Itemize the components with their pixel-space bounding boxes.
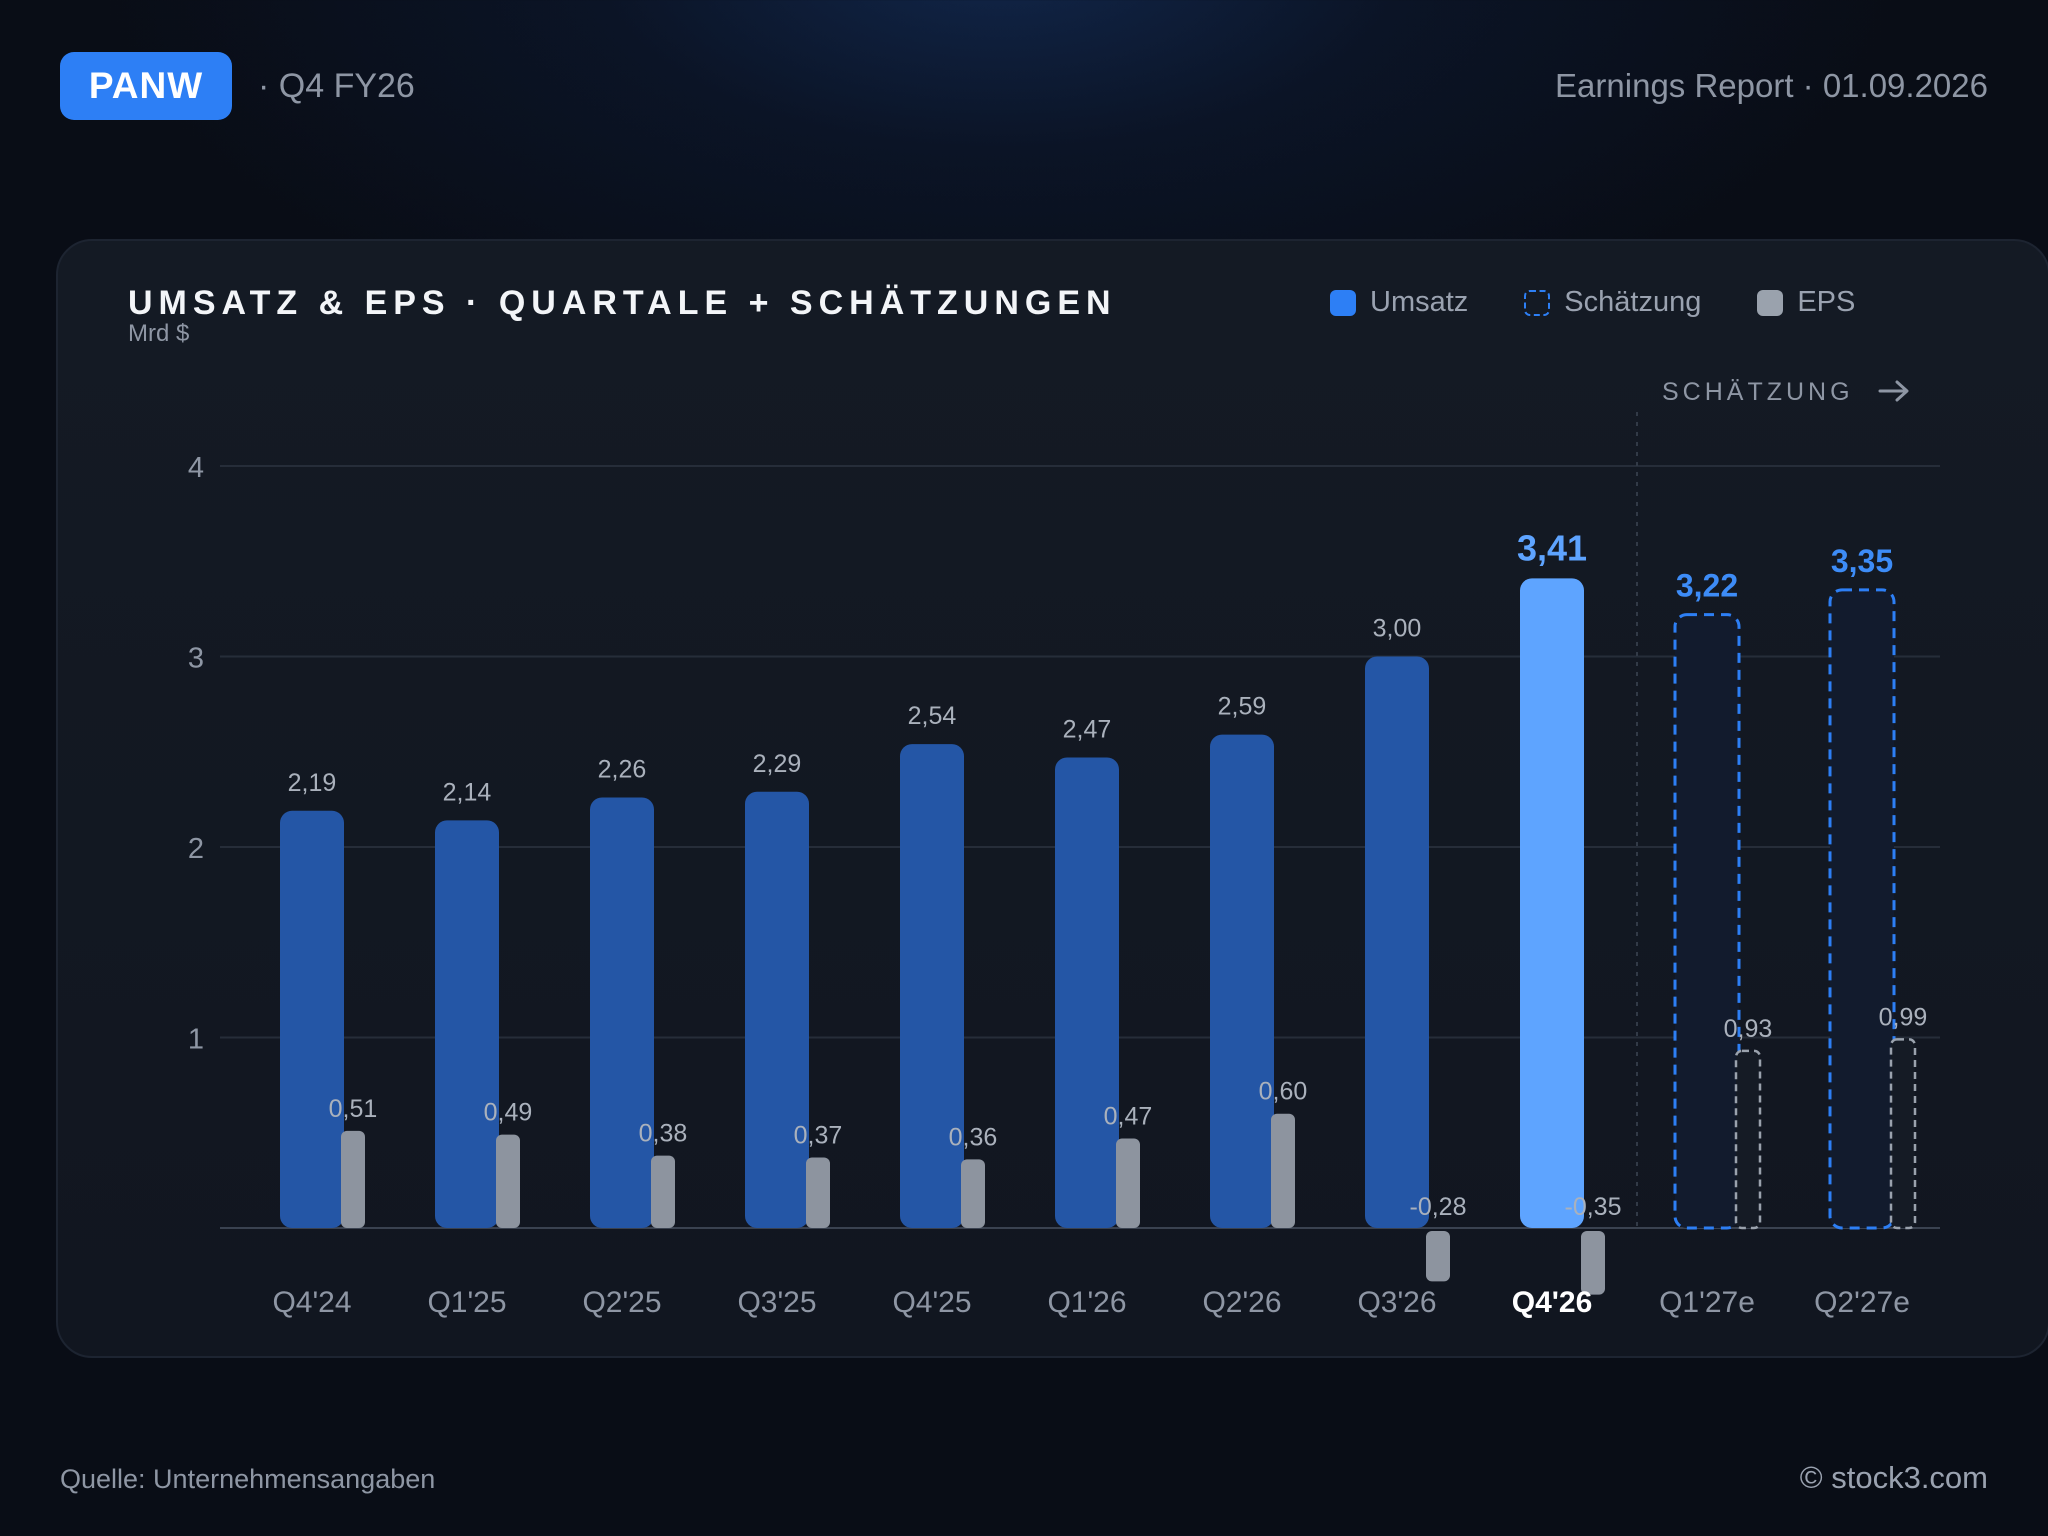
y-tick-label: 2 xyxy=(188,833,204,865)
x-tick-label: Q1'25 xyxy=(427,1286,506,1319)
revenue-estimate-bar xyxy=(1828,588,1896,1230)
x-tick-label: Q2'25 xyxy=(582,1286,661,1319)
chart-title: UMSATZ & EPS · QUARTALE + SCHÄTZUNGEN xyxy=(128,284,1117,322)
legend-item-revenue[interactable]: Umsatz xyxy=(1330,286,1468,319)
revenue-value-label: 2,26 xyxy=(598,755,647,783)
revenue-value-label: 2,29 xyxy=(753,750,802,778)
report-date: Earnings Report · 01.09.2026 xyxy=(1555,67,1988,104)
eps-bar xyxy=(1271,1113,1295,1228)
eps-value-label: 0,93 xyxy=(1724,1015,1773,1043)
x-tick-label: Q3'26 xyxy=(1357,1286,1436,1319)
revenue-value-label: 3,35 xyxy=(1831,543,1893,579)
chart-unit: Mrd $ xyxy=(128,320,190,347)
eps-bar xyxy=(1426,1231,1450,1282)
revenue-bar-current xyxy=(1520,578,1584,1228)
eps-value-label: -0,35 xyxy=(1565,1193,1622,1221)
eps-value-label: 0,49 xyxy=(484,1099,533,1127)
revenue-bar xyxy=(590,797,654,1228)
eps-value-label: 0,36 xyxy=(949,1123,998,1151)
eps-estimate-bar xyxy=(1734,1049,1762,1230)
eps-value-label: 0,37 xyxy=(794,1122,843,1150)
eps-bar xyxy=(651,1155,675,1228)
revenue-swatch xyxy=(1330,289,1356,316)
eps-bar xyxy=(806,1157,830,1228)
revenue-bar xyxy=(1055,757,1119,1228)
x-tick-label: Q4'25 xyxy=(892,1286,971,1319)
x-tick-label: Q1'26 xyxy=(1047,1286,1126,1319)
revenue-value-label: 3,00 xyxy=(1373,615,1422,643)
revenue-value-label: 3,22 xyxy=(1676,568,1738,604)
labels-layer: 2,19 0,51 Q4'24 2,14 0,49 Q1'25 2,26 0,38 Q2'25 2… xyxy=(272,527,1927,1319)
bars-layer xyxy=(280,578,1917,1295)
revenue-estimate-bar xyxy=(1673,613,1741,1230)
estimate-swatch xyxy=(1524,289,1551,316)
legend-label-revenue: Umsatz xyxy=(1370,286,1469,318)
fiscal-period: · Q4 FY26 xyxy=(258,66,415,105)
revenue-bar xyxy=(435,820,499,1228)
ticker-badge[interactable]: PANW xyxy=(60,52,232,120)
y-tick-label: 3 xyxy=(188,643,204,675)
x-tick-label: Q1'27e xyxy=(1659,1286,1755,1319)
revenue-bar xyxy=(745,791,809,1228)
footer-brand[interactable]: © stock3.com xyxy=(1799,1460,1988,1495)
eps-bar xyxy=(961,1159,985,1228)
eps-estimate-bar xyxy=(1889,1038,1917,1230)
revenue-bar xyxy=(280,810,344,1228)
revenue-value-label: 2,54 xyxy=(908,702,957,730)
revenue-bar xyxy=(900,744,964,1228)
eps-bar xyxy=(496,1134,520,1228)
y-tick-label: 4 xyxy=(188,452,204,484)
arrow-right-icon xyxy=(1878,380,1909,402)
eps-bar xyxy=(1116,1138,1140,1228)
revenue-bar xyxy=(1365,656,1429,1228)
x-tick-label: Q4'26 xyxy=(1512,1286,1593,1319)
eps-bar xyxy=(341,1130,365,1228)
legend-label-estimate: Schätzung xyxy=(1564,286,1702,318)
revenue-value-label: 2,59 xyxy=(1218,693,1267,721)
eps-value-label: 0,51 xyxy=(329,1095,378,1123)
header: PANW · Q4 FY26 Earnings Report · 01.09.2… xyxy=(60,52,1988,120)
eps-value-label: 0,99 xyxy=(1879,1003,1928,1031)
x-tick-label: Q2'27e xyxy=(1814,1286,1910,1319)
footer-source: Quelle: Unternehmensangaben xyxy=(60,1464,436,1494)
estimate-marker-label: SCHÄTZUNG xyxy=(1662,378,1854,406)
revenue-bar xyxy=(1210,734,1274,1228)
eps-value-label: 0,38 xyxy=(639,1120,688,1148)
revenue-value-label: 2,47 xyxy=(1063,715,1112,743)
revenue-value-label: 2,14 xyxy=(443,778,492,806)
chart-legend: Umsatz Schätzung EPS xyxy=(1330,286,1855,319)
x-tick-label: Q2'26 xyxy=(1202,1286,1281,1319)
x-tick-label: Q4'24 xyxy=(272,1286,351,1319)
y-tick-label: 1 xyxy=(188,1024,204,1056)
legend-item-estimate[interactable]: Schätzung xyxy=(1524,286,1701,319)
eps-swatch xyxy=(1757,289,1784,316)
eps-value-label: -0,28 xyxy=(1410,1193,1467,1221)
revenue-value-label: 2,19 xyxy=(288,769,337,797)
eps-value-label: 0,60 xyxy=(1259,1078,1308,1106)
revenue-value-label: 3,41 xyxy=(1517,527,1587,568)
x-tick-label: Q3'25 xyxy=(737,1286,816,1319)
legend-item-eps[interactable]: EPS xyxy=(1757,286,1855,319)
legend-label-eps: EPS xyxy=(1797,286,1856,318)
eps-bar xyxy=(1581,1231,1605,1295)
eps-value-label: 0,47 xyxy=(1104,1102,1153,1130)
